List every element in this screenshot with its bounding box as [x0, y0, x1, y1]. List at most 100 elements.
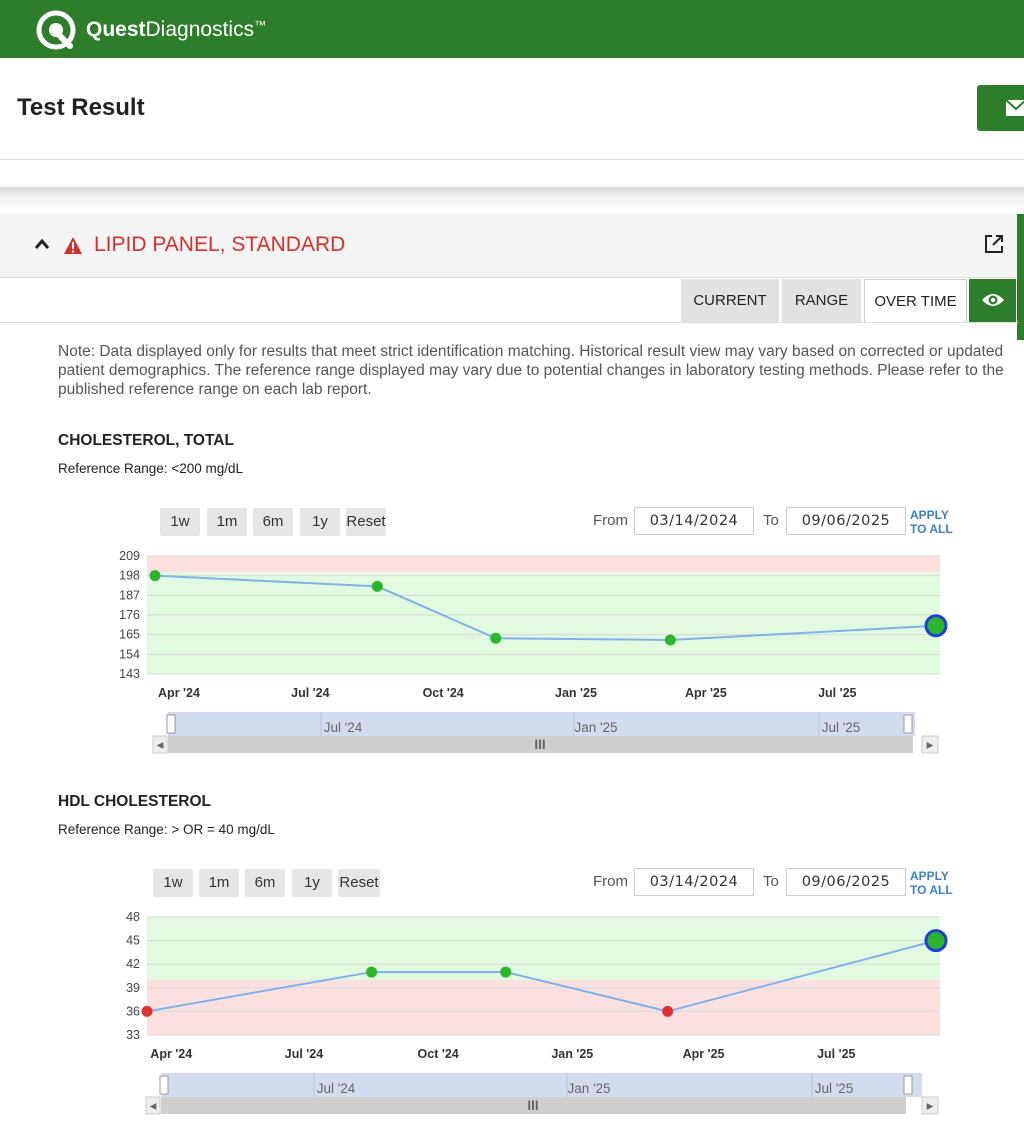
to-date-input[interactable]: 09/06/2025 [786, 868, 906, 896]
scroll-right-button [921, 735, 939, 754]
reference-range: Reference Range: <200 mg/dL [58, 461, 243, 476]
from-label: From [593, 873, 628, 890]
x-tick-label: Oct '24 [418, 1047, 459, 1061]
to-date-input[interactable]: 09/06/2025 [786, 507, 906, 535]
divider-shadow [0, 187, 1024, 213]
warning-icon [64, 237, 82, 254]
y-tick-label: 154 [119, 647, 140, 661]
navigator-label: Jul '24 [317, 1081, 356, 1096]
test-name: HDL CHOLESTEROL [58, 793, 211, 810]
data-point [490, 632, 502, 644]
scroll-left-button [145, 1096, 161, 1115]
navigator-label: Jan '25 [574, 720, 617, 735]
zoom-1w-button[interactable]: 1w [153, 869, 193, 897]
y-tick-label: 176 [119, 608, 140, 622]
x-tick-label: Jul '24 [291, 686, 329, 700]
y-tick-label: 48 [126, 910, 140, 924]
to-label: To [763, 512, 779, 529]
x-tick-label: Apr '24 [158, 686, 200, 700]
data-point [371, 580, 383, 592]
y-tick-label: 39 [126, 981, 140, 995]
mail-icon [1005, 99, 1024, 116]
normal-range-band [147, 917, 940, 980]
title-bar: Test Result [0, 58, 1024, 160]
tab-over-time[interactable]: OVER TIME [864, 279, 967, 322]
navigator-selection [161, 1073, 922, 1097]
data-point [149, 570, 161, 582]
zoom-6m-button[interactable]: 6m [245, 869, 285, 897]
email-button[interactable] [977, 85, 1024, 131]
page-title: Test Result [17, 94, 145, 121]
panel-header[interactable]: LIPID PANEL, STANDARD [0, 214, 1018, 278]
zoom-reset-button[interactable]: Reset [346, 508, 386, 536]
zoom-6m-button[interactable]: 6m [253, 508, 293, 536]
x-tick-label: Apr '25 [685, 686, 727, 700]
tab-current[interactable]: CURRENT [681, 279, 779, 322]
navigator-label: Jul '24 [324, 720, 363, 735]
y-tick-label: 187 [119, 588, 140, 602]
x-tick-label: Jul '24 [285, 1047, 323, 1061]
disclaimer-note: Note: Data displayed only for results th… [58, 343, 1004, 398]
external-link-icon[interactable] [984, 234, 1004, 254]
top-header: QuestDiagnostics™ [0, 0, 1024, 58]
navigator-right-handle [903, 1075, 913, 1095]
x-tick-label: Jan '25 [555, 686, 597, 700]
reference-range: Reference Range: > OR = 40 mg/dL [58, 822, 275, 837]
x-tick-label: Jul '25 [818, 686, 856, 700]
data-point [366, 966, 378, 978]
x-tick-label: Apr '25 [683, 1047, 725, 1061]
y-tick-label: 45 [126, 934, 140, 948]
scroll-left-arrow: ◂ [150, 1098, 157, 1113]
from-date-input[interactable]: 03/14/2024 [634, 868, 754, 896]
scrollbar-grip: III [527, 1098, 538, 1113]
zoom-1m-button[interactable]: 1m [207, 508, 247, 536]
chevron-up-icon[interactable] [34, 238, 50, 250]
zoom-1w-button[interactable]: 1w [160, 508, 200, 536]
test-name: CHOLESTEROL, TOTAL [58, 432, 234, 449]
data-point [500, 966, 512, 978]
brand-name: QuestDiagnostics™ [86, 18, 267, 41]
tab-divider [0, 322, 1018, 323]
navigator-left-handle [166, 714, 176, 734]
scrollbar-grip: III [534, 737, 545, 752]
navigator-scrollbar-track [168, 736, 913, 753]
eye-icon [982, 294, 1004, 306]
cholesterol-total-chart: 143 154 165 176 187 198 209 Apr '24 Jul '24 Oct '… [119, 549, 948, 754]
zoom-1y-button[interactable]: 1y [292, 869, 332, 897]
y-tick-label: 33 [126, 1028, 140, 1042]
x-tick-label: Jan '25 [551, 1047, 593, 1061]
side-drawer-handle[interactable] [1017, 214, 1024, 340]
navigator-scrollbar-track [161, 1097, 906, 1114]
zoom-reset-button[interactable]: Reset [338, 869, 380, 897]
panel-title: LIPID PANEL, STANDARD [94, 233, 346, 256]
visibility-button[interactable] [969, 279, 1016, 322]
scroll-right-arrow: ▸ [927, 1098, 934, 1113]
apply-to-all-link[interactable]: APPLY TO ALL [910, 869, 953, 897]
data-point [141, 1005, 153, 1017]
from-date-input[interactable]: 03/14/2024 [634, 507, 754, 535]
y-tick-label: 143 [119, 667, 140, 681]
navigator-right-handle [903, 714, 913, 734]
scroll-right-arrow: ▸ [927, 737, 934, 752]
navigator-label: Jul '25 [815, 1081, 854, 1096]
y-tick-label: 198 [119, 569, 140, 583]
data-point [664, 634, 676, 646]
navigator-label: Jul '25 [822, 720, 861, 735]
data-point [662, 1005, 674, 1017]
tab-range[interactable]: RANGE [782, 279, 861, 322]
navigator-label: Jan '25 [567, 1081, 610, 1096]
y-tick-label: 165 [119, 628, 140, 642]
scroll-left-button [152, 735, 168, 754]
data-point-latest [924, 614, 948, 638]
zoom-1m-button[interactable]: 1m [199, 869, 239, 897]
apply-to-all-link[interactable]: APPLY TO ALL [910, 508, 953, 536]
zoom-1y-button[interactable]: 1y [300, 508, 340, 536]
abnormal-range-band [147, 556, 940, 573]
quest-logo-icon [36, 10, 76, 50]
y-tick-label: 209 [119, 549, 140, 563]
y-tick-label: 42 [126, 957, 140, 971]
navigator-selection [168, 712, 915, 736]
hdl-cholesterol-chart: 33 36 39 42 45 48 Apr '24 Jul '24 Oct '24 Jan '25… [126, 910, 948, 1115]
data-point-latest [924, 929, 948, 953]
x-tick-label: Jul '25 [817, 1047, 855, 1061]
